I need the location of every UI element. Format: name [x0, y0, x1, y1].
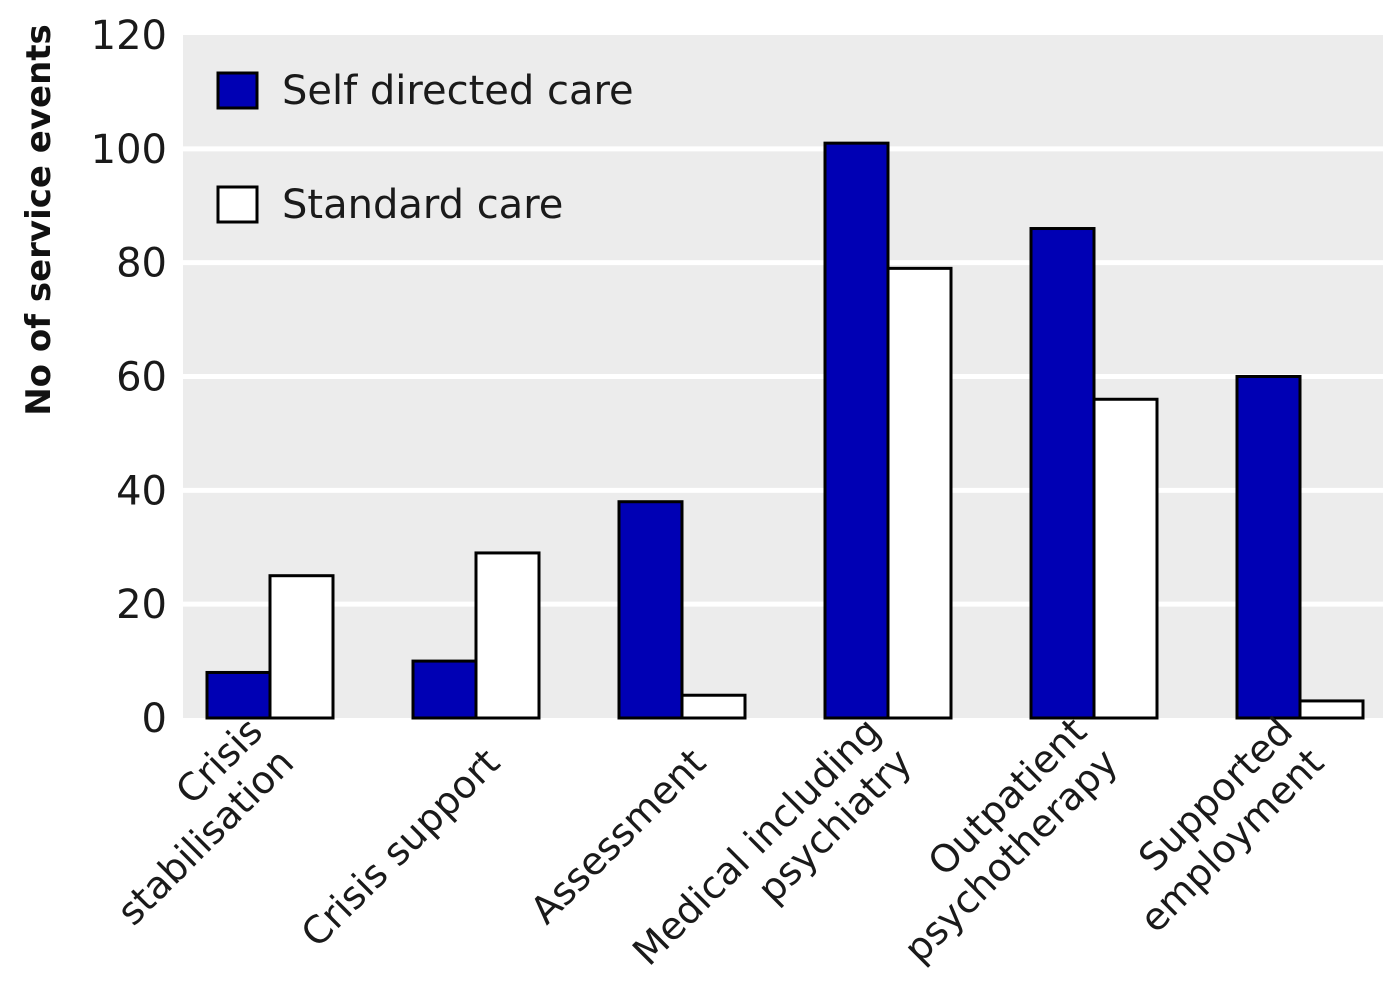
legend-label: Self directed care: [282, 68, 634, 114]
legend: Self directed care Standard care: [216, 68, 634, 228]
y-tick-label: 40: [116, 468, 167, 514]
category-label: Crisis support: [293, 740, 509, 956]
gridlines: [183, 146, 1383, 607]
bar-standard-4: [1092, 397, 1159, 720]
legend-swatch: [216, 185, 259, 224]
legend-label: Standard care: [282, 182, 563, 228]
bar-standard-5: [1298, 699, 1365, 720]
y-tick-label: 20: [116, 582, 167, 628]
bar-standard-1: [474, 551, 541, 720]
bar-self-directed-4: [1029, 227, 1096, 720]
bar-self-directed-0: [205, 670, 272, 720]
legend-swatch: [216, 71, 259, 110]
bars: [205, 141, 1365, 720]
y-tick-label: 0: [142, 696, 167, 742]
bar-self-directed-5: [1235, 375, 1302, 720]
y-tick-labels: 0 20 40 60 80 100 120: [91, 13, 167, 742]
y-tick-label: 80: [116, 241, 167, 287]
bar-standard-0: [268, 574, 335, 720]
bar-standard-3: [886, 266, 953, 720]
y-tick-label: 60: [116, 355, 167, 401]
y-tick-label: 100: [91, 127, 167, 173]
y-tick-label: 120: [91, 13, 167, 59]
bar-self-directed-1: [411, 659, 478, 720]
bar-self-directed-3: [823, 141, 890, 720]
bar-self-directed-2: [617, 500, 684, 720]
bar-standard-2: [680, 693, 747, 720]
category-label-group: Crisis support: [293, 740, 509, 956]
y-axis-label: No of service events: [19, 24, 59, 416]
